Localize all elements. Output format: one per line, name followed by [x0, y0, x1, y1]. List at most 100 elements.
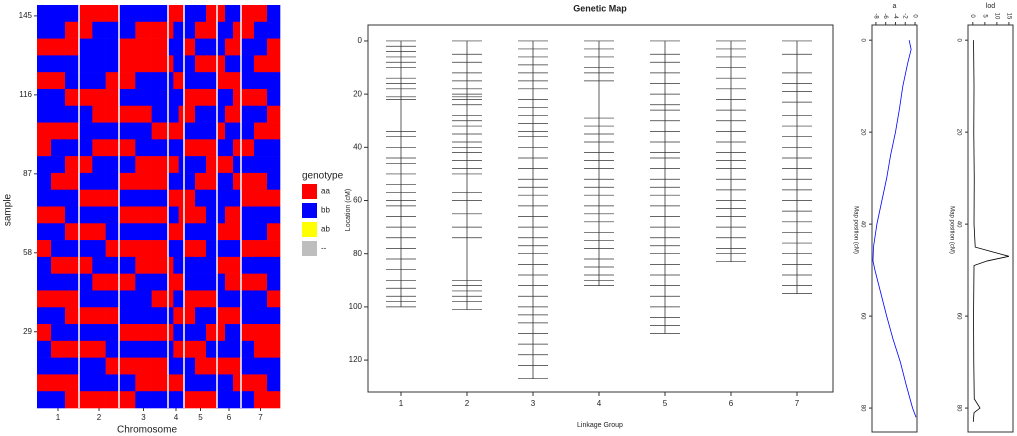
genotype-cell	[37, 139, 52, 157]
genotype-cell	[206, 172, 218, 191]
genotype-cell	[151, 105, 169, 123]
genotype-cell	[195, 189, 207, 207]
genotype-cell	[195, 357, 207, 375]
genotype-cell	[151, 374, 169, 392]
genotype-cell	[151, 391, 169, 409]
genotype-cell	[267, 357, 281, 375]
genotype-cell	[254, 206, 268, 224]
genotype-cell	[51, 256, 66, 274]
genotype-cell	[105, 72, 120, 90]
genotype-cell	[184, 223, 196, 241]
chart-title: Genetic Map	[573, 3, 627, 13]
genotype-cell	[37, 307, 52, 325]
genotype-cell	[217, 172, 226, 191]
genotype-cell	[267, 5, 281, 23]
genotype-cell	[241, 223, 255, 241]
genotype-cell	[173, 256, 179, 274]
genotype-cell	[178, 290, 185, 308]
genotype-cell	[233, 122, 242, 140]
genotype-cell	[151, 55, 169, 73]
genotype-cell	[119, 88, 136, 107]
genotype-cell	[254, 172, 268, 191]
genotype-cell	[79, 290, 93, 308]
chart-title: lod	[986, 3, 995, 10]
genotype-cell	[168, 340, 174, 358]
genotype-cell	[195, 105, 207, 123]
genotype-cell	[92, 307, 106, 325]
genotype-cell	[241, 391, 255, 409]
genotype-cell	[233, 340, 242, 358]
genotype-cell	[173, 374, 179, 392]
value-tick-label: 15	[1005, 13, 1011, 20]
genotype-cell	[233, 189, 242, 207]
genotype-cell	[151, 324, 169, 342]
genotype-cell	[233, 391, 242, 409]
genotype-cell	[105, 88, 120, 107]
genotype-cell	[168, 21, 174, 39]
genotype-cell	[254, 340, 268, 358]
genotype-cell	[173, 55, 179, 73]
genotype-cell	[51, 357, 66, 375]
genotype-cell	[79, 391, 93, 409]
genotype-cell	[184, 38, 196, 56]
genotype-cell	[65, 240, 80, 258]
genotype-cell	[267, 172, 281, 191]
genotype-cell	[151, 38, 169, 56]
genotype-cell	[173, 122, 179, 140]
legend-swatch	[302, 222, 317, 237]
genotype-cell	[206, 88, 218, 107]
genotype-cell	[119, 72, 136, 90]
genotype-cell	[225, 21, 234, 39]
genotype-cell	[79, 172, 93, 191]
genotype-cell	[37, 324, 52, 342]
genotype-cell	[105, 357, 120, 375]
genotype-cell	[184, 357, 196, 375]
genotype-cell	[65, 206, 80, 224]
genotype-cell	[168, 374, 174, 392]
genotype-cell	[168, 55, 174, 73]
genotype-cell	[267, 55, 281, 73]
genotype-cell	[51, 55, 66, 73]
genotype-cell	[135, 72, 152, 90]
genotype-cell	[254, 139, 268, 157]
genotype-cell	[92, 273, 106, 291]
position-tick-label: 20	[955, 129, 961, 136]
genotype-cell	[168, 324, 174, 342]
y-tick-label: 20	[353, 89, 362, 98]
genotype-cell	[254, 391, 268, 409]
position-tick-label: 0	[859, 39, 865, 43]
genotype-cell	[37, 5, 52, 23]
genotype-cell	[217, 105, 226, 123]
map-frame	[367, 24, 834, 393]
x-tick-label: 5	[198, 413, 203, 422]
legend-swatch	[302, 184, 317, 199]
genotype-cell	[241, 206, 255, 224]
genotype-cell	[195, 88, 207, 107]
genotype-cell	[65, 5, 80, 23]
genotype-cell	[135, 223, 152, 241]
genotype-cell	[217, 340, 226, 358]
y-tick-label: 120	[349, 355, 363, 364]
genotype-cell	[65, 189, 80, 207]
genotype-cell	[65, 357, 80, 375]
genotype-cell	[217, 21, 226, 39]
genotype-cell	[119, 374, 136, 392]
x-axis-label: Chromosome	[117, 425, 177, 436]
genotype-cell	[206, 139, 218, 157]
genotype-cell	[267, 105, 281, 123]
genotype-cell	[206, 391, 218, 409]
genotype-cell	[79, 223, 93, 241]
position-tick-label: 40	[859, 221, 865, 228]
genotype-cell	[206, 307, 218, 325]
genotype-cell	[135, 189, 152, 207]
genotype-cell	[195, 139, 207, 157]
genotype-cell	[173, 290, 179, 308]
genotype-cell	[241, 273, 255, 291]
genotype-cell	[267, 374, 281, 392]
genotype-cell	[241, 156, 255, 174]
genotype-cell	[254, 324, 268, 342]
genotype-cell	[135, 391, 152, 409]
genotype-cell	[178, 38, 185, 56]
genotype-cell	[241, 290, 255, 308]
genotype-cell	[195, 273, 207, 291]
